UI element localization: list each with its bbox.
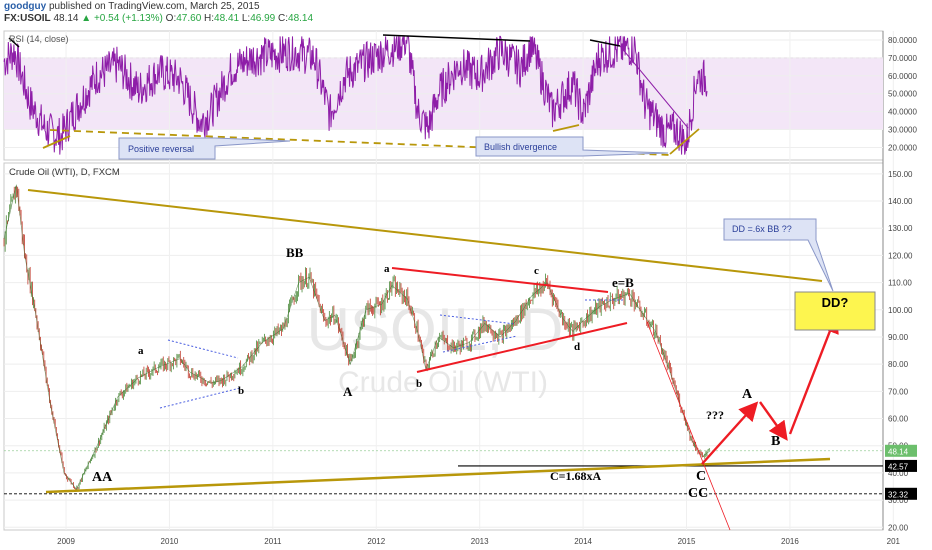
- price-tick-label: 30.00: [888, 496, 909, 505]
- price-tick-label: 100.00: [888, 306, 913, 315]
- price-tick-label: 150.00: [888, 170, 913, 179]
- callout-bullish-divergence-text: Bullish divergence: [484, 142, 557, 152]
- wave-label-aa: AA: [92, 470, 113, 485]
- rsi-tick-label: 80.0000: [888, 36, 917, 45]
- dotted-triangle-channels: [159, 299, 625, 409]
- marked-price-levels: 48.14 42.57 32.32: [4, 444, 917, 500]
- time-axis-ticks: 2009 2010 2011 2012 2013 2014 2015 2016 201: [57, 537, 900, 546]
- price-tick-label: 90.00: [888, 333, 909, 342]
- level-badge: [885, 459, 917, 472]
- gold-support-line: [45, 457, 831, 494]
- price-tick-label: 60.00: [888, 415, 909, 424]
- low-value: 46.99: [250, 13, 276, 24]
- wave-label-bb: BB: [286, 245, 304, 260]
- projection-note-callout[interactable]: DD =.6x BB ??: [723, 218, 834, 292]
- price-axis-ticks: 20.0030.0040.0050.0060.0070.0080.0090.00…: [888, 170, 913, 532]
- wave-label-cc: CC: [688, 486, 708, 501]
- gold-resistance-line: [27, 189, 823, 282]
- price-tick-label: 70.00: [888, 387, 909, 396]
- time-tick-label: 2012: [367, 537, 385, 546]
- red-lower-wave-line: [416, 322, 628, 373]
- price-tick-label: 140.00: [888, 197, 913, 206]
- author-name[interactable]: goodguy: [4, 1, 47, 12]
- projection-box[interactable]: DD?: [794, 291, 876, 331]
- rsi-tick-label: 40.0000: [888, 108, 917, 117]
- wave-label-d: d: [574, 341, 580, 353]
- wave-label-a-2: a: [384, 263, 390, 275]
- wave-label-e-equals-b: e=B: [612, 275, 634, 290]
- time-tick-label: 2013: [471, 537, 489, 546]
- open-label: O:: [165, 13, 177, 24]
- high-label: H:: [204, 13, 215, 24]
- projection-label-a: A: [742, 387, 753, 402]
- rsi-series-line: [3, 35, 708, 155]
- rsi-panel-title: RSI (14, close): [9, 34, 69, 44]
- wave-label-c: c: [534, 265, 539, 277]
- rsi-downtrend-line: [619, 45, 689, 129]
- level-badge-label: 48.14: [888, 447, 909, 456]
- rsi-tick-label: 20.0000: [888, 143, 917, 152]
- time-tick-label: 2009: [57, 537, 75, 546]
- callout-bullish-divergence[interactable]: Bullish divergence: [475, 136, 669, 157]
- time-tick-label: 2011: [264, 537, 282, 546]
- rsi-divergence-lines: [8, 34, 621, 48]
- red-upper-wave-line: [391, 267, 609, 293]
- projection-note-text: DD =.6x BB ??: [732, 224, 792, 234]
- wave-label-c-bottom: C: [696, 469, 706, 484]
- publish-info: published on TradingView.com, March 25, …: [49, 1, 260, 12]
- price-tick-label: 40.00: [888, 469, 909, 478]
- rsi-grid: [4, 39, 883, 148]
- price-tick-label: 110.00: [888, 279, 912, 288]
- question-marks: ???: [706, 408, 724, 422]
- close-value: 48.14: [288, 13, 314, 24]
- price-tick-label: 20.00: [888, 523, 909, 532]
- rsi-gold-lines: [42, 124, 700, 155]
- publish-line: goodguy published on TradingView.com, Ma…: [4, 1, 260, 12]
- projection-arrows: [701, 313, 839, 465]
- quote-line: FX:USOIL 48.14 ▲ +0.54 (+1.13%) O:47.60 …: [4, 13, 313, 24]
- wave-label-b-1: b: [238, 385, 244, 397]
- price-change: +0.54 (+1.13%): [93, 13, 163, 24]
- red-channel-line: [646, 321, 731, 531]
- wave-label-big-a: A: [343, 384, 353, 399]
- rsi-tick-label: 70.0000: [888, 54, 917, 63]
- rsi-tick-label: 50.0000: [888, 90, 917, 99]
- high-value: 48.41: [214, 13, 240, 24]
- rsi-tick-label: 60.0000: [888, 72, 917, 81]
- wave-label-b-2: b: [416, 378, 422, 390]
- symbol-name[interactable]: FX:USOIL: [4, 13, 51, 24]
- open-value: 47.60: [176, 13, 202, 24]
- level-badge: [885, 487, 917, 500]
- level-badge-label: 32.32: [888, 490, 909, 499]
- callout-positive-reversal[interactable]: Positive reversal: [118, 137, 291, 160]
- last-price: 48.14: [53, 13, 79, 24]
- time-tick-label: 2010: [161, 537, 179, 546]
- time-tick-label: 2016: [781, 537, 799, 546]
- level-badge-label: 42.57: [888, 462, 909, 471]
- time-tick-label: 2015: [678, 537, 696, 546]
- projection-box-text: DD?: [822, 295, 849, 310]
- rsi-axis-ticks: 80.0000 70.0000 60.0000 50.0000 40.0000 30.00…: [888, 36, 917, 152]
- price-grid: [4, 173, 883, 528]
- projection-label-b: B: [771, 434, 780, 449]
- time-tick-label: 2014: [574, 537, 592, 546]
- callout-positive-reversal-text: Positive reversal: [128, 144, 194, 154]
- price-tick-label: 130.00: [888, 224, 913, 233]
- low-label: L:: [241, 13, 251, 24]
- level-badge: [885, 444, 917, 457]
- price-panel-title: Crude Oil (WTI), D, FXCM: [9, 167, 120, 178]
- rsi-tick-label: 30.0000: [888, 126, 917, 135]
- up-arrow-icon: ▲: [81, 13, 92, 24]
- price-tick-label: 120.00: [888, 251, 913, 260]
- price-tick-label: 80.00: [888, 360, 909, 369]
- close-label: C:: [278, 13, 289, 24]
- watermark-name: Crude Oil (WTI): [338, 366, 548, 399]
- time-tick-label: 201: [887, 537, 901, 546]
- wave-labels: AA a b BB A a b c d e=B C CC C=1.68xA ??…: [92, 245, 780, 501]
- price-series-line: [3, 184, 711, 490]
- wave-label-a-1: a: [138, 345, 144, 357]
- ratio-note: C=1.68xA: [550, 469, 602, 483]
